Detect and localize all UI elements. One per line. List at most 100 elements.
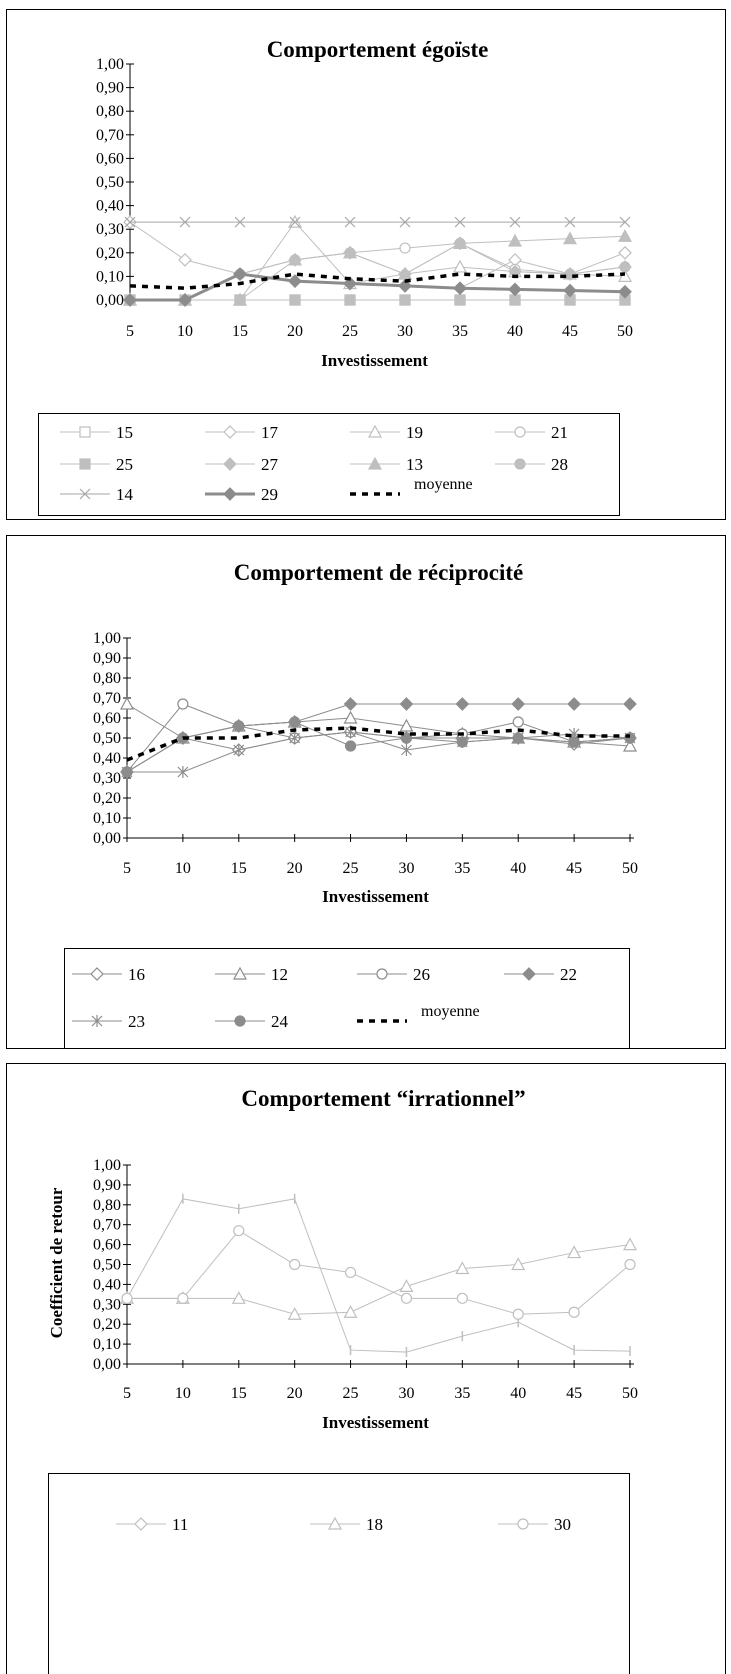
data-point <box>617 229 633 242</box>
x-tick-label: 30 <box>397 323 413 340</box>
data-point <box>287 252 303 266</box>
data-point <box>233 744 245 756</box>
data-point <box>344 294 356 306</box>
data-point <box>618 260 632 274</box>
data-point <box>231 1291 246 1304</box>
data-point <box>563 283 577 298</box>
chart-panel-1: Comportement égoïste 0,00 0,10 0,20 0,30 0,40… <box>6 9 726 520</box>
data-point <box>233 1225 245 1237</box>
legend-label: 17 <box>261 423 279 442</box>
legend-swatch-marker <box>79 488 91 500</box>
data-point <box>508 282 522 297</box>
series-29 <box>123 267 632 307</box>
chart-panel-3: Comportement “irrationnel” 0,00 0,10 0,20 0,… <box>6 1063 726 1674</box>
data-point <box>344 740 357 752</box>
data-point <box>399 242 411 254</box>
data-point <box>178 293 192 307</box>
legend-swatch-marker <box>376 968 388 980</box>
legend-item-26: 26 <box>357 965 430 984</box>
legend-item-13: 13 <box>350 455 423 474</box>
y-tick-label: 0,20 <box>96 245 124 262</box>
data-point <box>623 697 637 711</box>
legend-label: 19 <box>406 423 423 442</box>
y-tick-label: 0,00 <box>93 1356 121 1373</box>
y-tick-label: 0,50 <box>93 730 121 747</box>
y-tick-label: 0,50 <box>96 174 124 191</box>
legend-swatch-marker <box>232 966 248 980</box>
data-point <box>568 736 580 748</box>
x-tick-label: 30 <box>398 1385 414 1402</box>
legend-label: 12 <box>271 965 288 984</box>
y-tick-label: 0,70 <box>93 1217 121 1234</box>
data-point <box>454 216 466 228</box>
data-point <box>344 1266 357 1279</box>
x-axis-label: Investissement <box>321 351 428 370</box>
series-line <box>126 1198 631 1353</box>
data-point <box>342 245 358 259</box>
data-point <box>343 276 357 291</box>
y-tick-label: 0,80 <box>93 670 121 687</box>
legend-swatch-marker <box>514 426 526 438</box>
data-point <box>233 720 245 732</box>
series-17 <box>123 215 632 296</box>
series-moyenne <box>126 726 630 762</box>
y-tick-label: 0,00 <box>93 830 121 847</box>
legend-label: 18 <box>366 1515 383 1534</box>
x-tick-label: 20 <box>287 323 303 340</box>
legend-label: 11 <box>172 1515 188 1534</box>
y-tick-label: 0,40 <box>93 1276 121 1293</box>
data-point <box>564 216 576 228</box>
legend-item-21: 21 <box>495 423 568 442</box>
series-line <box>127 1230 631 1315</box>
legend-label: 13 <box>406 455 423 474</box>
legend-label: moyenne <box>414 476 473 493</box>
series-line <box>126 703 630 773</box>
data-point <box>399 294 411 306</box>
y-tick-label: 0,60 <box>93 1237 121 1254</box>
legend-swatch-marker <box>517 1518 529 1530</box>
x-tick-label: 25 <box>343 860 359 877</box>
data-point <box>177 1292 189 1304</box>
data-point <box>619 216 631 228</box>
legend-swatch-marker <box>327 1516 343 1530</box>
y-tick-label: 0,60 <box>96 150 124 167</box>
legend-item-29: 29 <box>205 485 278 504</box>
data-point <box>624 1258 636 1271</box>
data-point <box>511 697 526 711</box>
x-tick-label: 50 <box>622 1385 638 1402</box>
data-point <box>401 744 412 756</box>
legend-item-16: 16 <box>72 965 145 984</box>
series-24 <box>121 716 636 778</box>
legend-label: 29 <box>261 485 278 504</box>
y-tick-label: 0,10 <box>93 810 121 827</box>
chart-panel-2: Comportement de réciprocité 0,00 0,10 0,20 0… <box>6 535 726 1049</box>
legend-label: 23 <box>128 1012 145 1031</box>
data-point <box>289 716 301 728</box>
data-point <box>567 1245 582 1259</box>
y-tick-label: 0,70 <box>93 690 121 707</box>
legend-item-15: 15 <box>60 423 133 442</box>
x-tick-label: 5 <box>126 323 134 340</box>
legend-swatch-marker <box>134 1517 148 1531</box>
data-point <box>399 216 411 228</box>
series-line <box>130 221 626 301</box>
series-12 <box>119 696 638 752</box>
legend-label: 26 <box>413 965 430 984</box>
data-point <box>507 233 523 247</box>
data-point <box>344 216 356 228</box>
y-tick-label: 0,30 <box>93 770 121 787</box>
legend-label: 15 <box>116 423 133 442</box>
data-point <box>288 274 302 288</box>
data-point <box>289 1258 301 1271</box>
x-axis-label: Investissement <box>322 1413 429 1432</box>
data-point <box>289 294 301 306</box>
legend-swatch-marker <box>79 458 91 470</box>
legend-label: 30 <box>554 1515 571 1534</box>
data-point <box>343 697 358 711</box>
y-tick-label: 0,00 <box>96 292 124 309</box>
legend-item-moyenne: moyenne <box>350 476 473 496</box>
legend-swatch-marker <box>367 456 383 470</box>
x-tick-label: 10 <box>175 1385 191 1402</box>
series-18 <box>119 1237 638 1320</box>
